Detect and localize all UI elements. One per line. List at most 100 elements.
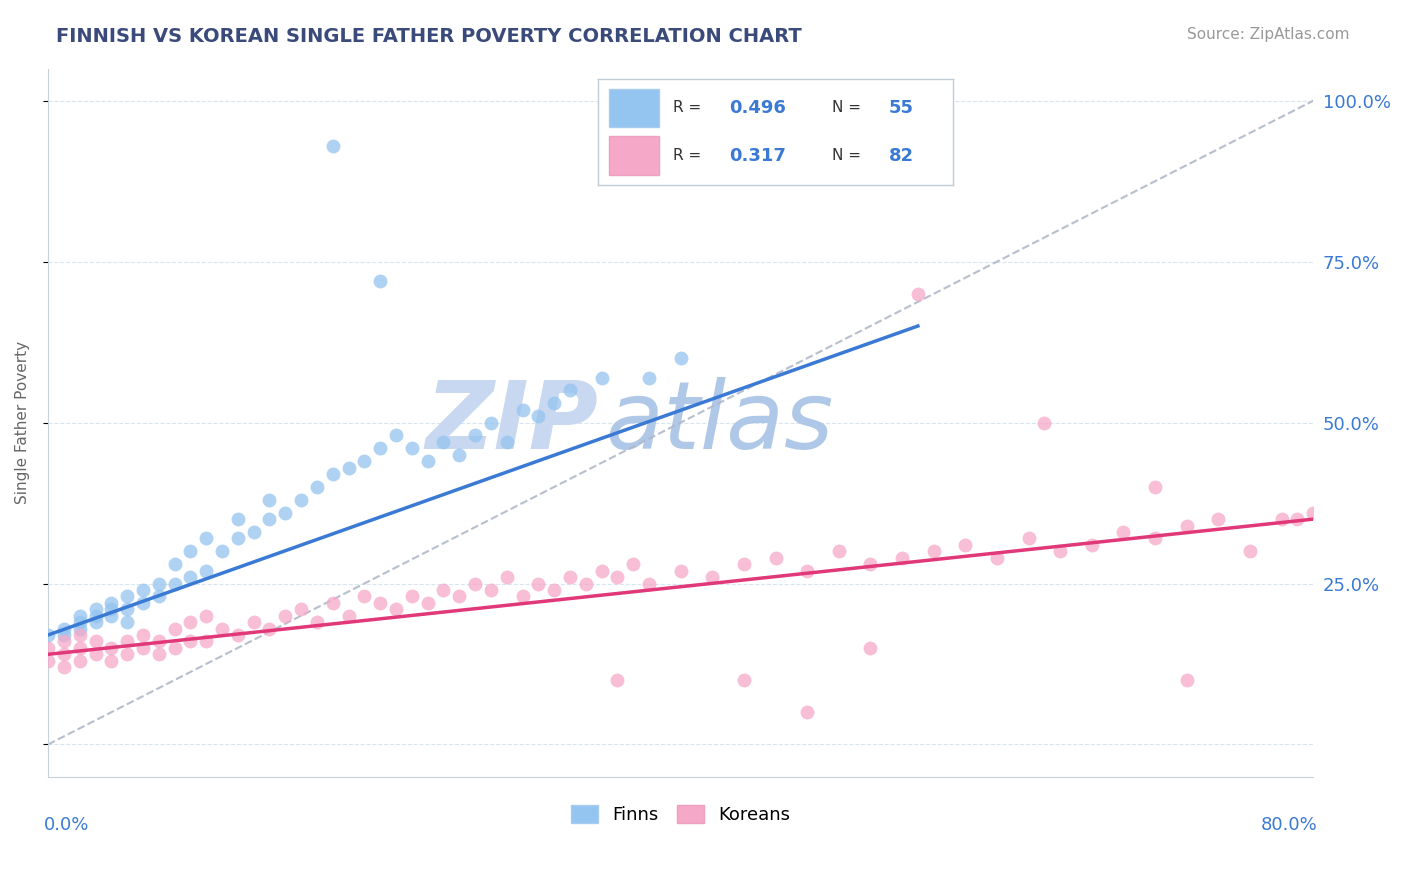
Point [1033, 416, 1056, 430]
Point [179, 615, 201, 629]
Point [195, 564, 218, 578]
Point [84, 602, 107, 616]
Point [575, 576, 598, 591]
Point [226, 532, 249, 546]
Point [52, 648, 75, 662]
Point [179, 634, 201, 648]
Point [416, 454, 439, 468]
Point [401, 442, 423, 456]
Point [669, 564, 692, 578]
Point [733, 558, 755, 572]
Point [1208, 512, 1230, 526]
Point [638, 576, 661, 591]
Point [37, 654, 59, 668]
Point [449, 590, 471, 604]
Point [115, 615, 138, 629]
Point [543, 396, 565, 410]
Point [322, 467, 344, 481]
Point [1112, 524, 1135, 539]
Point [115, 648, 138, 662]
Point [401, 590, 423, 604]
Point [479, 582, 502, 597]
Point [558, 384, 581, 398]
Point [274, 608, 297, 623]
Point [1144, 480, 1167, 494]
Point [69, 622, 91, 636]
Point [368, 274, 391, 288]
Point [1271, 512, 1294, 526]
Point [368, 442, 391, 456]
Point [84, 634, 107, 648]
Point [322, 138, 344, 153]
Point [828, 544, 851, 558]
Point [669, 351, 692, 366]
Point [259, 492, 281, 507]
Point [638, 370, 661, 384]
Point [907, 286, 929, 301]
Point [891, 550, 914, 565]
Point [195, 608, 218, 623]
Point [464, 576, 486, 591]
Point [305, 615, 328, 629]
Point [100, 602, 122, 616]
Point [195, 634, 218, 648]
Point [543, 582, 565, 597]
Point [449, 448, 471, 462]
Point [163, 622, 186, 636]
Point [148, 590, 170, 604]
Text: FINNISH VS KOREAN SINGLE FATHER POVERTY CORRELATION CHART: FINNISH VS KOREAN SINGLE FATHER POVERTY … [56, 27, 801, 45]
Point [259, 622, 281, 636]
Point [274, 506, 297, 520]
Point [1049, 544, 1071, 558]
Point [1239, 544, 1261, 558]
Point [226, 512, 249, 526]
Text: Source: ZipAtlas.com: Source: ZipAtlas.com [1187, 27, 1350, 42]
Legend: Finns, Koreans: Finns, Koreans [564, 797, 797, 831]
Point [290, 602, 312, 616]
Point [290, 492, 312, 507]
Point [1175, 518, 1198, 533]
Point [115, 590, 138, 604]
Point [100, 640, 122, 655]
Point [37, 628, 59, 642]
Point [69, 640, 91, 655]
Point [337, 608, 360, 623]
Point [368, 596, 391, 610]
Text: 0.0%: 0.0% [44, 815, 90, 833]
Point [479, 416, 502, 430]
Point [195, 532, 218, 546]
Point [416, 596, 439, 610]
Point [69, 608, 91, 623]
Point [132, 628, 155, 642]
Point [305, 480, 328, 494]
Point [211, 622, 233, 636]
Point [986, 550, 1008, 565]
Point [591, 564, 613, 578]
Text: atlas: atlas [605, 377, 832, 468]
Point [385, 602, 408, 616]
Point [69, 615, 91, 629]
Point [432, 582, 454, 597]
Point [464, 428, 486, 442]
Point [1286, 512, 1309, 526]
Point [148, 634, 170, 648]
Point [100, 654, 122, 668]
Point [606, 570, 628, 584]
Point [148, 648, 170, 662]
Point [163, 640, 186, 655]
Point [353, 454, 375, 468]
Point [337, 460, 360, 475]
Point [558, 570, 581, 584]
Point [495, 434, 517, 449]
Point [84, 648, 107, 662]
Point [115, 602, 138, 616]
Point [100, 608, 122, 623]
Point [322, 596, 344, 610]
Point [591, 370, 613, 384]
Point [52, 622, 75, 636]
Point [733, 673, 755, 687]
Point [259, 512, 281, 526]
Point [84, 608, 107, 623]
Point [527, 576, 550, 591]
Point [353, 590, 375, 604]
